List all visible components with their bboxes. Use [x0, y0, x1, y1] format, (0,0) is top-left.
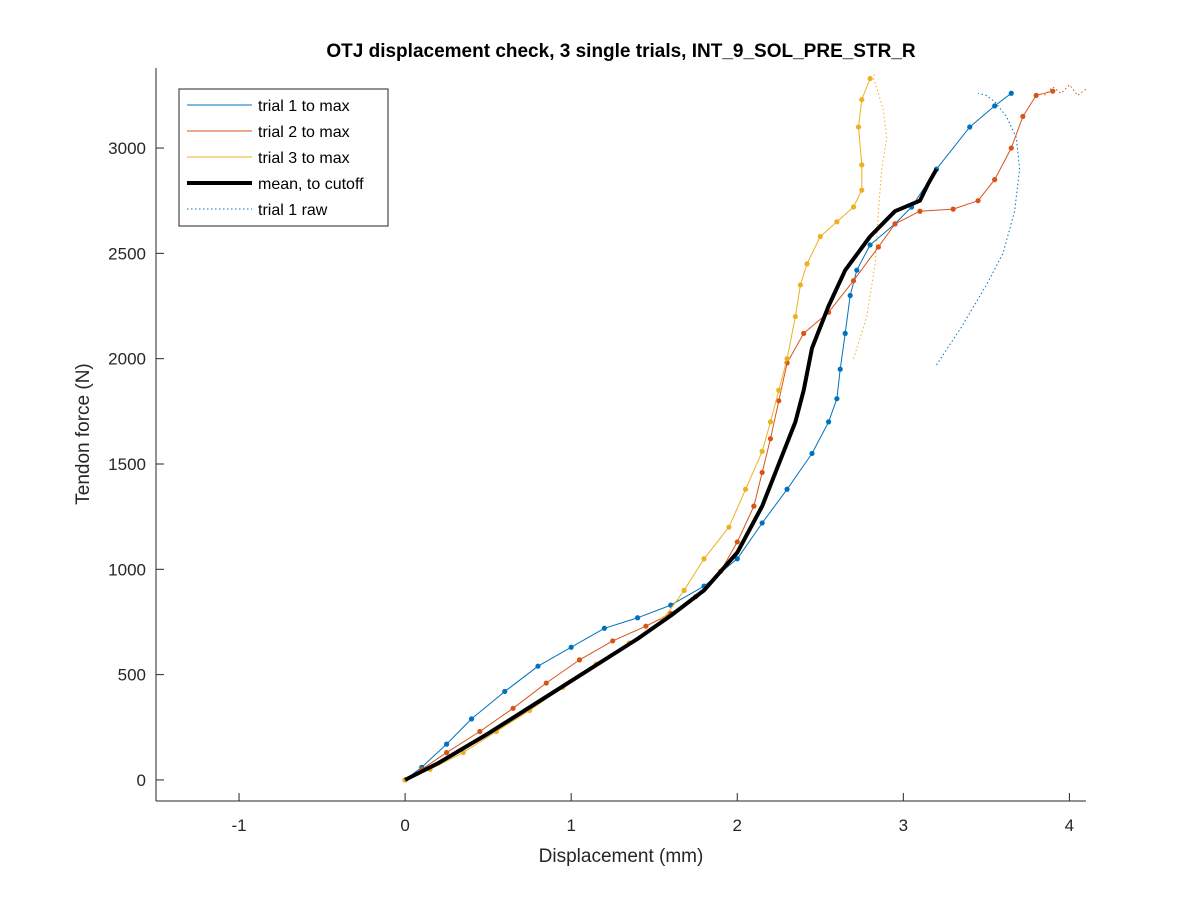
data-point	[850, 204, 857, 210]
x-tick-label: 3	[899, 816, 908, 835]
data-point	[825, 419, 832, 425]
data-point	[859, 96, 865, 103]
data-point	[804, 261, 810, 267]
data-point	[867, 242, 873, 248]
data-point	[892, 221, 898, 227]
data-point	[967, 124, 973, 130]
data-point	[767, 436, 774, 442]
data-point	[767, 419, 774, 425]
data-point	[776, 398, 782, 404]
data-point	[1033, 92, 1039, 98]
series-layer	[402, 72, 1087, 783]
x-tick-label: 1	[566, 816, 575, 835]
data-point	[850, 278, 857, 284]
data-point	[859, 162, 865, 168]
data-point	[510, 705, 516, 711]
data-point	[1050, 88, 1056, 94]
y-tick-label: 500	[118, 666, 146, 685]
series-line	[404, 168, 939, 782]
data-point	[635, 615, 641, 621]
data-point	[734, 556, 740, 562]
data-point	[784, 486, 790, 492]
series-line	[936, 92, 1021, 366]
x-tick-label: 0	[400, 816, 409, 835]
y-tick-label: 1500	[108, 455, 146, 474]
data-point	[1008, 145, 1014, 151]
data-point	[776, 387, 782, 393]
data-point	[992, 177, 998, 183]
data-point	[801, 330, 807, 336]
data-point	[859, 187, 865, 193]
data-point	[643, 623, 649, 629]
data-point	[817, 233, 823, 240]
data-point	[950, 206, 956, 212]
series-line	[1044, 84, 1087, 96]
data-point	[975, 198, 981, 204]
data-point	[568, 644, 574, 650]
data-point	[444, 741, 450, 747]
data-point	[668, 602, 674, 608]
data-point	[610, 638, 616, 644]
legend-label: trial 1 to max	[258, 98, 350, 115]
data-point	[601, 625, 607, 631]
data-point	[847, 292, 853, 299]
data-point	[734, 539, 740, 545]
legend: trial 1 to max trial 2 to max trial 3 to m…	[178, 88, 389, 227]
y-tick-label: 0	[137, 771, 146, 790]
data-point	[1020, 113, 1026, 120]
data-point	[535, 663, 541, 669]
data-point	[751, 503, 757, 509]
data-point	[875, 244, 882, 250]
data-point	[759, 448, 765, 454]
legend-label: trial 2 to max	[258, 124, 350, 141]
y-tick-label: 3000	[108, 139, 146, 158]
series-line	[404, 92, 1012, 781]
data-point	[917, 208, 923, 214]
y-tick-label: 2500	[108, 244, 146, 263]
data-point	[784, 356, 790, 362]
data-point	[726, 524, 732, 530]
data-point	[543, 680, 549, 686]
series-line	[853, 72, 888, 359]
chart-title: OTJ displacement check, 3 single trials,…	[326, 41, 916, 62]
data-point	[759, 469, 765, 476]
data-point	[797, 282, 803, 288]
legend-label: trial 1 raw	[258, 202, 328, 219]
data-point	[759, 520, 765, 526]
legend-label: trial 3 to max	[258, 150, 350, 167]
y-tick-label: 2000	[108, 350, 146, 369]
data-point	[444, 749, 450, 756]
data-point	[867, 75, 873, 82]
data-point	[834, 396, 840, 402]
y-tick-label: 1000	[108, 560, 146, 579]
x-tick-label: 4	[1065, 816, 1074, 835]
data-point	[842, 330, 848, 336]
data-point	[742, 486, 749, 492]
data-point	[992, 103, 998, 109]
data-point	[681, 587, 687, 593]
x-axis-label: Displacement (mm)	[539, 846, 704, 867]
x-tick-label: -1	[231, 816, 246, 835]
data-point	[855, 124, 862, 130]
legend-label: mean, to cutoff	[258, 176, 364, 193]
axis-ticks: -1 0 1 2 3 4 0 500 1000 1500 2000 2500 3000	[108, 139, 1074, 835]
data-point	[502, 688, 508, 695]
data-point	[477, 728, 483, 735]
x-tick-label: 2	[733, 816, 742, 835]
data-point	[468, 716, 475, 722]
data-point	[792, 313, 798, 320]
data-point	[834, 219, 840, 225]
data-point	[837, 366, 843, 372]
data-point	[854, 267, 860, 273]
data-point	[576, 657, 583, 663]
y-axis-label: Tendon force (N)	[73, 363, 94, 505]
data-point	[701, 556, 707, 562]
data-point	[1008, 90, 1014, 96]
data-point	[809, 450, 815, 457]
